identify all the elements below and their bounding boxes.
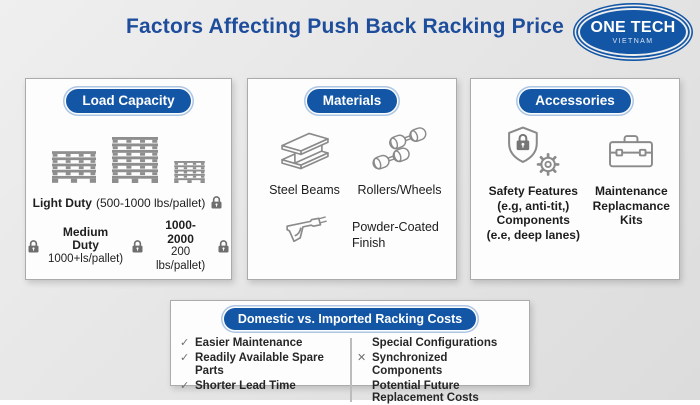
pallet-icons-row (52, 135, 205, 183)
pallet-medium-icon (52, 151, 96, 183)
padlock-icon (216, 239, 231, 254)
toolbox-icon (606, 129, 656, 173)
card-load-capacity: Load Capacity Light Duty (500-1000 lbs/p… (25, 78, 232, 280)
list-item: ✕ Synchronized Components (357, 352, 520, 377)
padlock-icon (130, 239, 145, 254)
steel-beams-cell: Steel Beams (257, 125, 352, 197)
imported-item-text: Special Configurations (372, 337, 498, 349)
light-duty-line: Light Duty (500-1000 lbs/pallet) (33, 195, 225, 210)
list-item: ✓ Shorter Lead Time (180, 380, 343, 393)
powder-coated-label: Powder-Coated Finish (352, 220, 439, 250)
safety-features-cell: Safety Features (e.g, anti-tit,) Compone… (477, 125, 590, 242)
padlock-icon (209, 195, 224, 210)
list-item: Special Configurations (357, 337, 520, 350)
powder-coated-cell: Powder-Coated Finish (352, 205, 447, 257)
check-icon: ✓ (180, 352, 190, 364)
maintenance-kits-label: Maintenance Replacmance Kits (593, 184, 670, 228)
imported-item-text: Potential Future Replacement Costs (372, 379, 479, 405)
pallet-large-icon (112, 137, 158, 183)
pallet-small-icon (174, 161, 205, 183)
logo-country-text: VIETNAM (612, 37, 654, 45)
spray-gun-cell (257, 205, 352, 257)
safety-line-4: (e.e, deep lanes) (486, 227, 580, 242)
safety-line-1: Safety Features (488, 184, 578, 198)
heavy-range-top: 1000-2000 (165, 218, 196, 246)
domestic-item-text: Shorter Lead Time (195, 379, 296, 392)
materials-header: Materials (306, 89, 398, 113)
domestic-item-text: Readily Available Spare Parts (195, 352, 324, 377)
safety-features-label: Safety Features (e.g, anti-tit,) Compone… (487, 184, 580, 242)
padlock-icon (26, 239, 41, 254)
medium-duty-label: Medium Duty (62, 224, 109, 253)
card-accessories: Accessories Safety Features (e.g, anti-t… (470, 78, 680, 280)
medium-duty-range: 1000+ls/pallet) (48, 252, 124, 265)
list-item: ✓ Easier Maintenance (180, 337, 343, 350)
domestic-item-text: Easier Maintenance (195, 337, 303, 349)
heavy-range-block: 1000-2000 200 lbs/pallet) (152, 218, 209, 273)
load-capacity-header: Load Capacity (66, 89, 191, 113)
safety-line-3: Components (496, 213, 570, 227)
accessories-header: Accessories (519, 89, 631, 113)
heavy-range-bottom: 200 lbs/pallet) (155, 246, 206, 272)
maintenance-kits-cell: Maintenance Replacmance Kits (590, 125, 673, 242)
domestic-imported-header: Domestic vs. Imported Racking Costs (223, 308, 477, 330)
spray-gun-icon (280, 209, 330, 253)
light-duty-range: (500-1000 lbs/pallet) (95, 195, 206, 210)
maintenance-line-1: Maintenance (594, 184, 668, 198)
imported-item-text: Synchronized Components (372, 352, 448, 377)
medium-duty-block: Medium Duty 1000+ls/pallet) (48, 224, 124, 267)
check-icon: ✓ (180, 337, 190, 349)
page-title: Factors Affecting Push Back Racking Pric… (125, 15, 565, 38)
check-icon: ✓ (180, 379, 190, 392)
imported-column: Special Configurations ✕ Synchronized Co… (343, 337, 520, 405)
domestic-column: ✓ Easier Maintenance ✓ Readily Available… (180, 337, 343, 405)
rollers-label: Rollers/Wheels (357, 183, 442, 197)
rollers-wheels-icon (370, 126, 430, 176)
column-divider (350, 338, 352, 402)
list-item: ✓ Readily Available Spare Parts (180, 352, 343, 377)
steel-beams-label: Steel Beams (269, 183, 340, 197)
list-item: Potential Future Replacement Costs (357, 380, 520, 405)
maintenance-line-2: Replacmance (592, 198, 670, 213)
cross-icon: ✕ (357, 352, 367, 364)
onetech-logo: ONE TECH VIETNAM (580, 10, 686, 54)
safety-line-2: (e.g, anti-tit,) (497, 198, 570, 213)
light-duty-label: Light Duty (32, 195, 92, 210)
card-materials: Materials Steel Beams Rollers/Wheels Pow… (247, 78, 457, 280)
rollers-cell: Rollers/Wheels (352, 125, 447, 197)
comparison-columns: ✓ Easier Maintenance ✓ Readily Available… (180, 337, 520, 405)
accessories-columns: Safety Features (e.g, anti-tit,) Compone… (477, 125, 673, 242)
materials-grid: Steel Beams Rollers/Wheels Powder-Coated… (257, 125, 447, 257)
maintenance-line-3: Kits (619, 213, 643, 227)
steel-beam-icon (278, 129, 332, 173)
shield-lock-gear-icon (504, 125, 562, 177)
logo-brand-text: ONE TECH (590, 18, 676, 36)
card-domestic-vs-imported: Domestic vs. Imported Racking Costs ✓ Ea… (170, 300, 530, 404)
medium-duty-row: Medium Duty 1000+ls/pallet) 1000-2000 20… (26, 218, 231, 273)
